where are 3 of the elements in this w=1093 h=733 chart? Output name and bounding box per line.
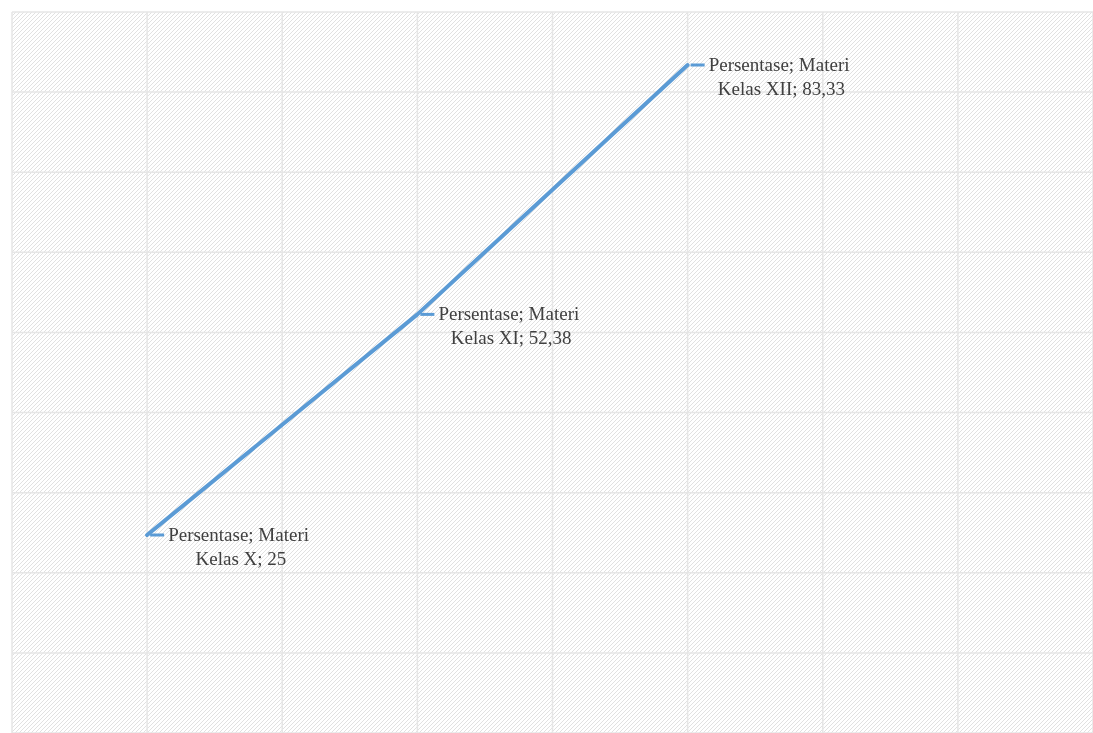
- data-label: Persentase; Materi Kelas XI; 52,38: [438, 303, 580, 349]
- data-label: Persentase; Materi Kelas XII; 83,33: [708, 54, 850, 99]
- data-label: Persentase; Materi Kelas X; 25: [168, 524, 309, 569]
